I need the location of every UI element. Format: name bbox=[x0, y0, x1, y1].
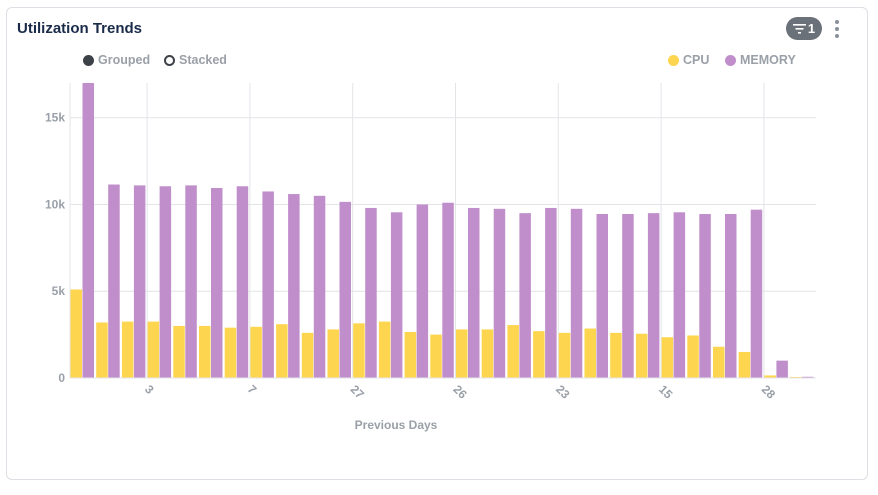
legend-label-cpu: CPU bbox=[683, 53, 710, 67]
filter-icon bbox=[792, 23, 806, 34]
x-axis-title-wrap: Previous Days bbox=[0, 418, 878, 432]
bar-memory bbox=[468, 207, 480, 378]
filter-button[interactable]: 1 bbox=[786, 17, 822, 40]
bar-cpu bbox=[430, 334, 442, 378]
bar-cpu bbox=[533, 331, 545, 378]
x-tick-label: 23 bbox=[553, 382, 573, 402]
bar-cpu bbox=[96, 322, 108, 378]
bar-memory bbox=[802, 376, 814, 378]
bar-memory bbox=[442, 202, 454, 378]
bar-memory bbox=[108, 184, 120, 378]
bar-memory bbox=[211, 187, 223, 378]
bar-memory bbox=[236, 186, 249, 378]
bar-cpu bbox=[558, 332, 571, 378]
bar-cpu bbox=[481, 329, 494, 378]
bar-memory bbox=[776, 360, 788, 378]
y-tick-label: 15k bbox=[45, 111, 65, 125]
bar-memory bbox=[647, 213, 660, 378]
bar-memory bbox=[262, 191, 274, 378]
grouped-label: Grouped bbox=[98, 53, 151, 67]
bar-cpu bbox=[687, 335, 699, 378]
x-tick-label: 3 bbox=[142, 382, 157, 397]
bar-cpu bbox=[121, 321, 134, 378]
bar-cpu bbox=[738, 351, 751, 378]
bar-cpu bbox=[276, 324, 288, 378]
bar-memory bbox=[699, 214, 711, 378]
x-tick-label: 26 bbox=[450, 382, 470, 402]
bar-cpu bbox=[404, 332, 417, 378]
bar-cpu bbox=[456, 329, 468, 378]
bar-memory bbox=[133, 185, 146, 378]
bar-memory bbox=[82, 83, 94, 378]
bar-cpu bbox=[250, 326, 262, 378]
bar-cpu bbox=[147, 321, 160, 378]
bar-cpu bbox=[378, 321, 391, 378]
legend-item-memory[interactable]: MEMORY bbox=[725, 53, 796, 67]
bar-cpu bbox=[224, 327, 237, 378]
bar-memory bbox=[545, 207, 557, 378]
radio-selected-icon bbox=[83, 54, 94, 66]
bar-memory bbox=[570, 208, 583, 378]
bar-cpu bbox=[199, 325, 211, 378]
bar-cpu bbox=[173, 325, 185, 378]
bar-cpu bbox=[764, 375, 776, 378]
bar-cpu bbox=[661, 337, 674, 378]
bar-memory bbox=[185, 185, 197, 378]
y-tick-label: 5k bbox=[52, 284, 66, 298]
bar-memory bbox=[313, 195, 326, 378]
filter-count-badge: 1 bbox=[807, 21, 816, 36]
bar-cpu bbox=[790, 376, 802, 378]
x-tick-label: 15 bbox=[656, 382, 676, 402]
legend-item-cpu[interactable]: CPU bbox=[668, 53, 709, 67]
bar-memory bbox=[288, 194, 300, 378]
x-tick-label: 28 bbox=[759, 382, 779, 402]
bar-memory bbox=[622, 214, 634, 378]
bar-cpu bbox=[327, 329, 339, 378]
stacked-toggle[interactable]: Stacked bbox=[164, 53, 227, 67]
bar-memory bbox=[365, 207, 377, 378]
bar-cpu bbox=[353, 323, 365, 378]
y-tick-label: 0 bbox=[58, 371, 65, 385]
x-axis-title: Previous Days bbox=[354, 418, 438, 432]
bar-memory bbox=[390, 212, 403, 378]
bar-memory bbox=[339, 201, 351, 378]
bar-memory bbox=[493, 208, 506, 378]
x-tick-label: 7 bbox=[245, 382, 260, 397]
bar-cpu bbox=[584, 328, 596, 378]
y-tick-label: 10k bbox=[45, 197, 65, 211]
bar-memory bbox=[159, 186, 172, 378]
bar-memory bbox=[750, 209, 763, 378]
bar-memory bbox=[416, 204, 429, 378]
bar-cpu bbox=[610, 332, 622, 378]
legend-label-memory: MEMORY bbox=[740, 53, 796, 67]
kebab-menu-icon[interactable] bbox=[832, 19, 842, 39]
bar-cpu bbox=[713, 346, 725, 378]
utilization-trends-card bbox=[6, 7, 868, 480]
bar-memory bbox=[596, 214, 608, 378]
card-title: Utilization Trends bbox=[17, 20, 143, 37]
legend-dot-memory bbox=[725, 54, 736, 66]
legend-dot-cpu bbox=[668, 54, 679, 66]
grouped-toggle[interactable]: Grouped bbox=[83, 53, 150, 67]
bar-cpu bbox=[635, 333, 648, 378]
x-tick-label: 27 bbox=[348, 382, 368, 402]
radio-unselected-icon bbox=[164, 54, 175, 66]
stacked-label: Stacked bbox=[179, 53, 227, 67]
bar-cpu bbox=[507, 325, 519, 378]
bar-cpu bbox=[301, 332, 314, 378]
bar-cpu bbox=[70, 289, 82, 378]
bar-memory bbox=[519, 213, 531, 378]
bar-memory bbox=[673, 212, 686, 378]
bar-memory bbox=[725, 214, 737, 378]
